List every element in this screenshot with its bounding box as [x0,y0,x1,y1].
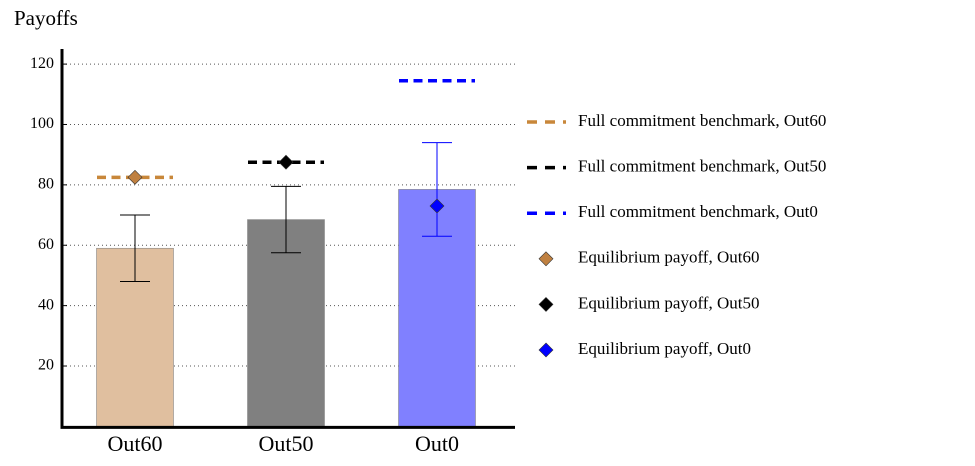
legend-label: Equilibrium payoff, Out0 [578,339,751,358]
x-tick-label: Out50 [259,431,314,456]
bar [247,219,325,427]
y-tick-label: 100 [30,115,54,132]
legend-swatch [538,251,554,267]
equilibrium-marker [127,169,143,185]
legend-label: Full commitment benchmark, Out50 [578,157,826,176]
legend-label: Equilibrium payoff, Out50 [578,293,759,312]
y-tick-label: 20 [38,357,54,374]
x-tick-label: Out60 [108,431,163,456]
legend-swatch [538,342,554,358]
y-tick-label: 40 [38,296,54,313]
y-tick-label: 60 [38,236,54,253]
y-tick-label: 120 [30,55,54,72]
equilibrium-marker [429,198,445,214]
equilibrium-marker [278,154,294,170]
x-tick-label: Out0 [415,431,459,456]
legend-label: Full commitment benchmark, Out0 [578,202,818,221]
legend-label: Equilibrium payoff, Out60 [578,248,759,267]
legend-label: Full commitment benchmark, Out60 [578,111,826,130]
y-tick-label: 80 [38,176,54,193]
legend-swatch [538,296,554,312]
y-axis-label: Payoffs [14,6,78,30]
